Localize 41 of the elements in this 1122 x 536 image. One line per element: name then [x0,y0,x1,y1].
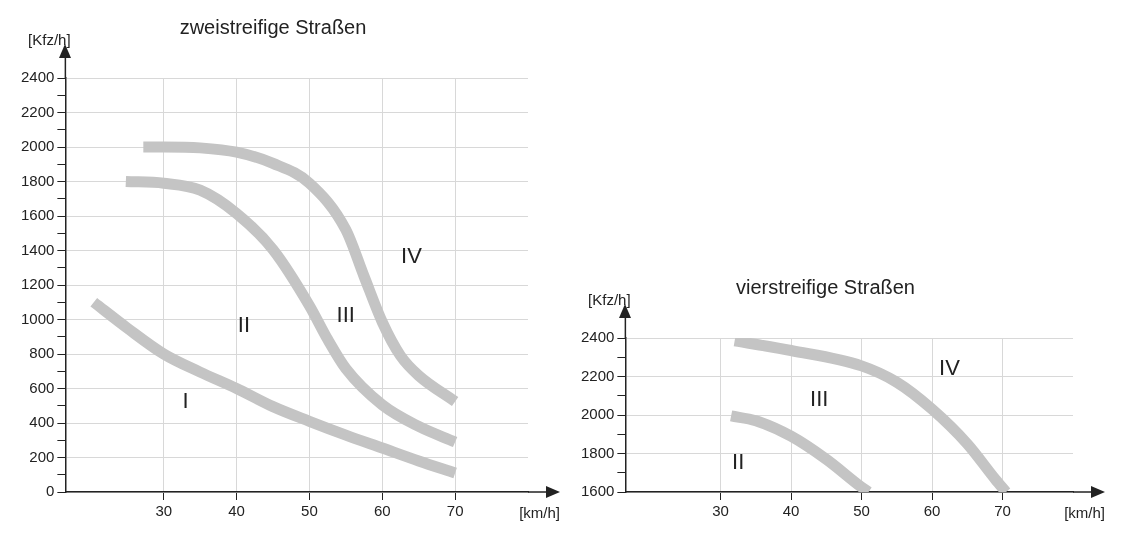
y-tick-label: 1600 [580,482,615,500]
y-tick-label: 0 [46,482,55,500]
y-axis-title: [Kfz/h] [588,290,631,308]
chart-title: vierstreifige Straßen [736,275,915,298]
x-tick-label: 60 [373,502,391,520]
y-tick-label: 1400 [20,240,55,258]
y-tick-label: 2400 [20,68,55,86]
x-tick-label: 60 [923,502,941,520]
x-tick-label: 50 [853,502,870,520]
y-tick-label: 2200 [20,102,55,120]
y-tick-label: 400 [29,413,55,431]
y-tick-label: 2000 [580,405,615,423]
y-tick-label: 2200 [580,366,615,384]
x-axis-title: [km/h] [1064,503,1105,521]
y-axis-title: [Kfz/h] [28,30,71,48]
y-tick-label: 1200 [20,275,55,293]
x-axis-title: [km/h] [519,503,560,521]
y-tick-label: 1000 [20,309,55,327]
annotation: I [182,388,189,414]
annotation: II [732,449,745,475]
y-tick-label: 200 [29,447,55,465]
x-tick-label: 50 [301,502,318,520]
annotation: IV [401,243,423,269]
annotation: III [336,302,355,328]
x-tick-label: 70 [446,502,464,520]
annotation: IV [939,354,961,380]
x-tick-label: 70 [994,502,1011,520]
y-tick-label: 1800 [20,171,55,189]
annotation: II [237,312,251,338]
y-tick-label: 800 [29,344,55,362]
x-tick-label: 30 [712,502,729,520]
x-tick-label: 30 [155,502,173,520]
chart-title: zweistreifige Straßen [179,15,367,38]
y-tick-label: 2400 [580,328,615,346]
annotation: III [810,385,829,411]
y-tick-label: 1600 [20,206,55,224]
x-tick-label: 40 [228,502,245,520]
x-tick-label: 40 [782,502,800,520]
y-tick-label: 2000 [20,137,55,155]
y-tick-label: 1800 [580,443,615,461]
y-tick-label: 600 [29,378,55,396]
